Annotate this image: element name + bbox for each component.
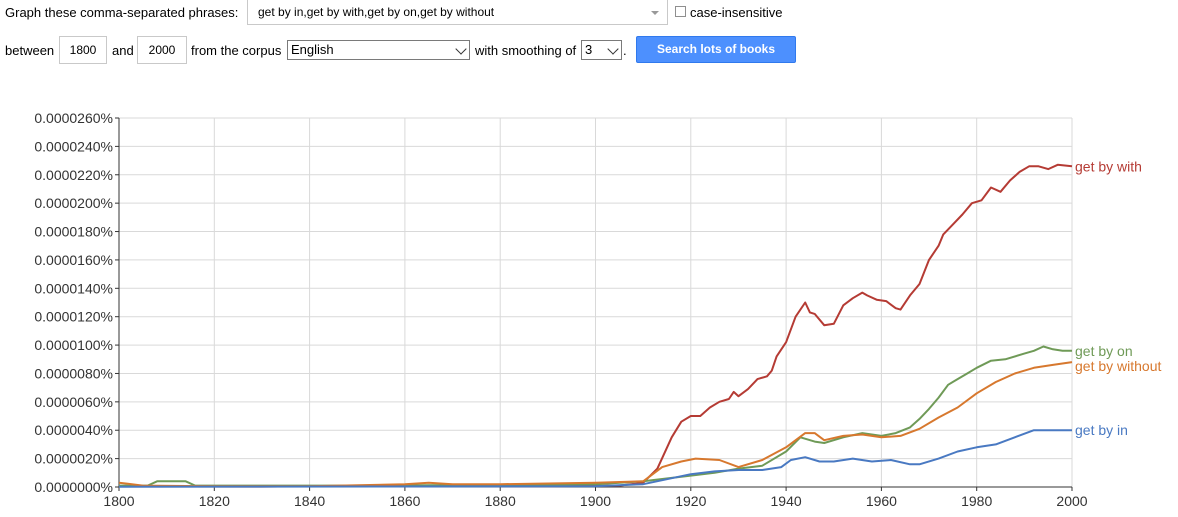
x-tick-label: 1940	[771, 493, 802, 509]
series-label: get by without	[1075, 358, 1161, 374]
x-tick-label: 1860	[389, 493, 420, 509]
y-tick-label: 0.0000140%	[34, 280, 113, 296]
period-text: .	[623, 43, 627, 58]
smoothing-select[interactable]: 3	[581, 40, 622, 60]
series-line	[119, 345, 1072, 487]
y-tick-label: 0.0000080%	[34, 365, 113, 381]
corpus-select-value: English	[291, 42, 334, 57]
series-label: get by with	[1075, 158, 1142, 174]
y-tick-label: 0.0000260%	[34, 110, 113, 126]
phrases-label: Graph these comma-separated phrases:	[5, 5, 239, 20]
y-tick-label: 0.0000220%	[34, 167, 113, 183]
y-tick-label: 0.0000020%	[34, 451, 113, 467]
between-label: between	[5, 43, 55, 58]
x-tick-label: 1900	[580, 493, 611, 509]
y-tick-label: 0.0000120%	[34, 309, 113, 325]
y-tick-label: 0.0000100%	[34, 337, 113, 353]
smoothing-label: with smoothing of	[475, 43, 577, 58]
corpus-label: from the corpus	[191, 43, 282, 58]
phrases-input[interactable]: get by in,get by with,get by on,get by w…	[247, 0, 668, 25]
x-tick-label: 1880	[485, 493, 516, 509]
series-line	[118, 429, 1072, 488]
smoothing-select-value: 3	[585, 42, 593, 57]
x-tick-label: 2000	[1056, 493, 1087, 509]
x-tick-label: 1960	[866, 493, 897, 509]
case-insensitive-checkbox[interactable]	[675, 6, 686, 17]
phrases-input-value: get by in,get by with,get by on,get by w…	[258, 5, 495, 19]
x-tick-label: 1800	[103, 493, 134, 509]
y-tick-label: 0.0000240%	[34, 138, 113, 154]
y-tick-label: 0.0000180%	[34, 224, 113, 240]
y-tick-label: 0.0000060%	[34, 394, 113, 410]
start-year-input[interactable]: 1800	[59, 36, 107, 64]
x-tick-label: 1980	[961, 493, 992, 509]
series-line	[118, 163, 1073, 488]
series-label: get by on	[1075, 343, 1133, 359]
resize-grip-icon[interactable]	[651, 11, 659, 15]
end-year-input[interactable]: 2000	[137, 36, 187, 64]
y-tick-label: 0.0000000%	[34, 479, 113, 495]
series-label: get by in	[1075, 422, 1128, 438]
series-line	[118, 361, 1073, 488]
case-insensitive-label: case-insensitive	[690, 5, 783, 20]
x-tick-label: 1920	[675, 493, 706, 509]
x-tick-label: 1820	[199, 493, 230, 509]
y-tick-label: 0.0000040%	[34, 422, 113, 438]
x-tick-label: 1840	[294, 493, 325, 509]
corpus-select[interactable]: English	[287, 40, 470, 60]
and-label: and	[112, 43, 134, 58]
y-tick-label: 0.0000160%	[34, 252, 113, 268]
y-tick-label: 0.0000200%	[34, 195, 113, 211]
search-button[interactable]: Search lots of books	[636, 36, 796, 63]
